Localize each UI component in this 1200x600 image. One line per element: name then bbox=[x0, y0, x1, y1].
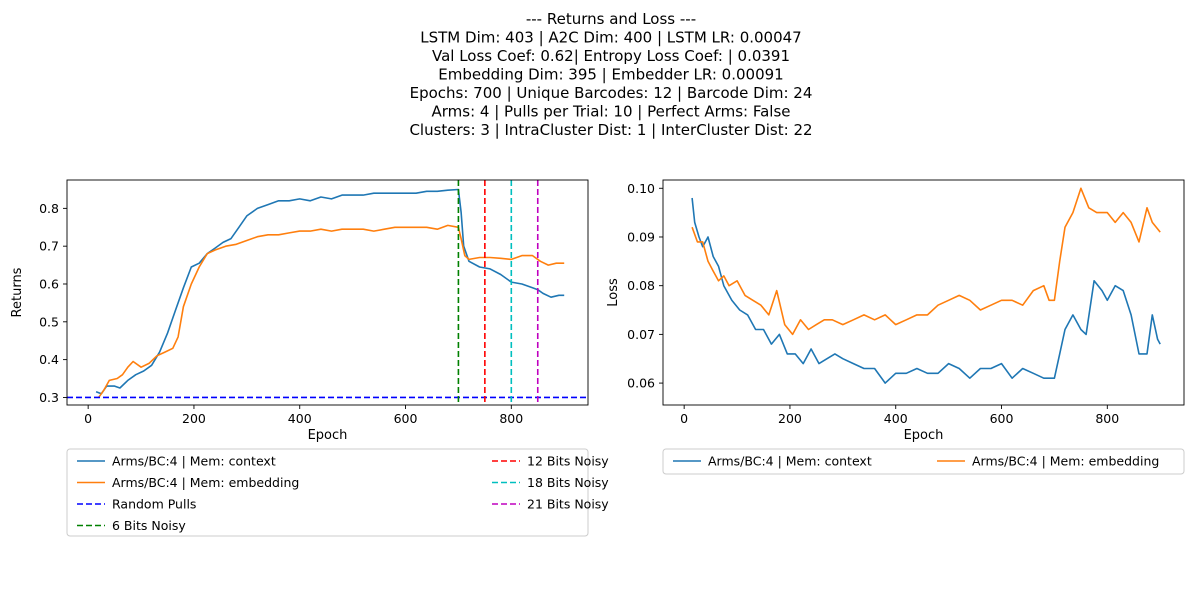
y-tick-label: 0.3 bbox=[39, 390, 59, 405]
legend: Arms/BC:4 | Mem: context Arms/BC:4 | Mem:… bbox=[662, 448, 1185, 475]
y-tick-label: 0.7 bbox=[39, 239, 59, 254]
legend-box bbox=[662, 448, 1185, 475]
title-line: Epochs: 700 | Unique Barcodes: 12 | Barc… bbox=[410, 84, 813, 102]
y-tick-label: 0.8 bbox=[39, 201, 59, 216]
y-axis-label: Loss bbox=[606, 278, 621, 307]
title-line: LSTM Dim: 403 | A2C Dim: 400 | LSTM LR: … bbox=[420, 29, 801, 47]
legend-label: 18 Bits Noisy bbox=[527, 475, 609, 490]
legend-label: 12 Bits Noisy bbox=[527, 454, 609, 469]
x-axis-label: Epoch bbox=[904, 428, 944, 443]
figure-title: --- Returns and Loss ---LSTM Dim: 403 | … bbox=[409, 10, 812, 139]
title-line: Val Loss Coef: 0.62| Entropy Loss Coef: … bbox=[432, 47, 790, 65]
x-tick-label: 0 bbox=[680, 411, 688, 426]
y-tick-label: 0.6 bbox=[39, 276, 59, 291]
legend-label: 21 Bits Noisy bbox=[527, 497, 609, 512]
x-tick-label: 400 bbox=[884, 411, 908, 426]
loss-chart: 0 200 400 600 800 0.06 0.07 0.08 0.09 0.10 Epoch Lo… bbox=[606, 179, 1185, 475]
x-tick-label: 600 bbox=[990, 411, 1014, 426]
title-line: Arms: 4 | Pulls per Trial: 10 | Perfect … bbox=[432, 103, 791, 121]
axes-frame bbox=[662, 179, 1185, 406]
x-tick-label: 600 bbox=[394, 411, 418, 426]
y-axis-label: Returns bbox=[10, 267, 25, 317]
series-line-1 bbox=[98, 224, 565, 398]
legend-label: Arms/BC:4 | Mem: context bbox=[112, 454, 276, 469]
x-tick-label: 0 bbox=[84, 411, 92, 426]
title-line: Embedding Dim: 395 | Embedder LR: 0.0009… bbox=[438, 66, 783, 84]
y-tick-label: 0.08 bbox=[627, 278, 655, 293]
title-line: --- Returns and Loss --- bbox=[526, 10, 696, 28]
y-tick-label: 0.06 bbox=[627, 376, 655, 391]
series-line-0 bbox=[691, 197, 1161, 384]
series-line-1 bbox=[691, 187, 1161, 336]
series-line-0 bbox=[95, 188, 565, 395]
x-tick-label: 400 bbox=[288, 411, 312, 426]
axes-frame bbox=[66, 179, 589, 406]
x-tick-label: 800 bbox=[1095, 411, 1119, 426]
y-tick-label: 0.07 bbox=[627, 327, 655, 342]
legend-box bbox=[66, 448, 589, 537]
plot-area bbox=[691, 187, 1161, 384]
plot-area bbox=[67, 180, 588, 405]
legend-label: Random Pulls bbox=[112, 497, 196, 512]
returns-chart: 0 200 400 600 800 0.3 0.4 0.5 0.6 0.7 0.8 Epoch Retu… bbox=[10, 179, 609, 537]
legend-label: Arms/BC:4 | Mem: embedding bbox=[112, 475, 299, 490]
x-axis-label: Epoch bbox=[308, 428, 348, 443]
legend-label: Arms/BC:4 | Mem: context bbox=[708, 454, 872, 469]
y-tick-label: 0.4 bbox=[39, 352, 59, 367]
legend: Arms/BC:4 | Mem: context Arms/BC:4 | Mem:… bbox=[66, 448, 609, 537]
title-line: Clusters: 3 | IntraCluster Dist: 1 | Int… bbox=[409, 121, 812, 139]
y-tick-label: 0.5 bbox=[39, 314, 59, 329]
y-tick-label: 0.09 bbox=[627, 229, 655, 244]
x-tick-label: 200 bbox=[778, 411, 802, 426]
legend-label: Arms/BC:4 | Mem: embedding bbox=[972, 454, 1159, 469]
x-tick-label: 800 bbox=[499, 411, 523, 426]
legend-label: 6 Bits Noisy bbox=[112, 518, 186, 533]
y-tick-label: 0.10 bbox=[627, 181, 655, 196]
x-tick-label: 200 bbox=[182, 411, 206, 426]
